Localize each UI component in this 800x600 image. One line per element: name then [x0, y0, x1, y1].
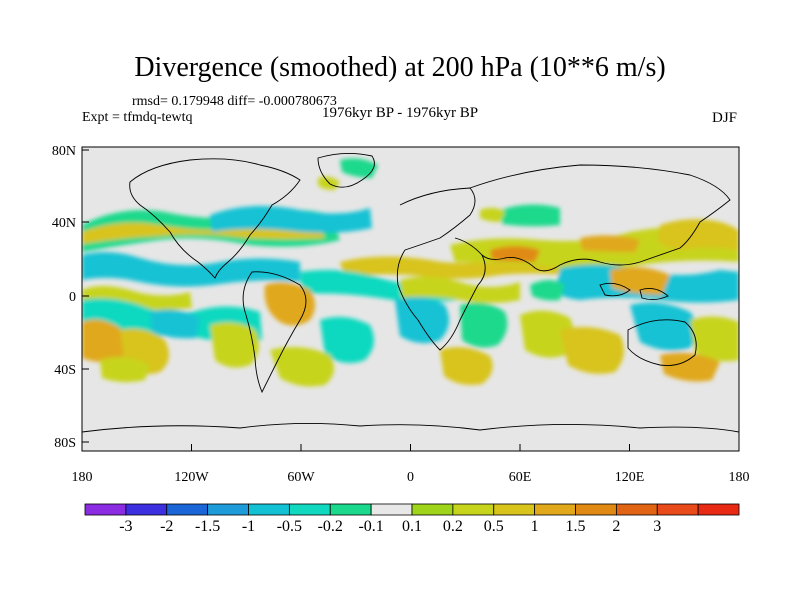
experiment-label: Expt = tfmdq-tewtq [82, 110, 193, 125]
lon-label: 60W [287, 470, 315, 485]
colorbar-label: -3 [119, 518, 133, 535]
lat-label: 80N [52, 144, 76, 159]
field-region [690, 316, 739, 362]
field-region [150, 309, 200, 339]
colorbar-label: -0.5 [276, 518, 303, 535]
colorbar-swatch [534, 503, 576, 516]
lon-label: 0 [407, 470, 414, 485]
field-region [460, 302, 508, 348]
lat-label: 80S [54, 436, 76, 451]
colorbar-label: 0.5 [483, 518, 504, 535]
colorbar-label: -1.5 [194, 518, 221, 535]
field-region [580, 235, 640, 252]
colorbar [84, 503, 740, 516]
field-region [340, 158, 378, 178]
field-region [658, 219, 739, 250]
field-region [440, 347, 493, 385]
colorbar-label: -1 [241, 518, 256, 535]
colorbar-swatch [697, 503, 740, 516]
colorbar-label: 2 [612, 518, 621, 535]
lat-label: 0 [69, 290, 76, 305]
field-region [660, 352, 720, 382]
field-region [210, 206, 372, 233]
colorbar-label: -0.2 [317, 518, 343, 535]
colorbar-label: 1 [530, 518, 539, 535]
lon-label: 120W [174, 470, 209, 485]
field-region [82, 252, 300, 287]
season-label: DJF [712, 110, 738, 126]
field-region [100, 356, 150, 383]
colorbar-label: 0.2 [442, 518, 463, 535]
colorbar-swatch [656, 503, 699, 516]
field-region [530, 280, 565, 301]
colorbar-swatch [370, 503, 413, 516]
colorbar-swatch [493, 503, 536, 516]
lon-label: 180 [72, 470, 93, 485]
period-label: 1976kyr BP - 1976kyr BP [322, 105, 479, 121]
lon-label: 120E [615, 470, 645, 485]
colorbar-swatch [125, 503, 168, 516]
colorbar-label: 0.1 [402, 518, 422, 535]
colorbar-swatch [166, 503, 209, 516]
lon-label: 60E [509, 470, 532, 485]
colorbar-swatch [411, 503, 454, 516]
lat-label: 40S [54, 363, 76, 378]
field-region [560, 326, 624, 374]
colorbar-swatch [207, 503, 249, 516]
colorbar-swatch [575, 503, 617, 516]
field-region [520, 310, 574, 358]
lon-label: 180 [729, 470, 750, 485]
colorbar-label: 1.5 [565, 518, 586, 535]
lat-label: 40N [52, 216, 76, 231]
field-region [400, 276, 520, 303]
field-region [210, 322, 259, 368]
field-region [500, 204, 560, 227]
stats-line: rmsd= 0.179948 diff= -0.000780673 [132, 94, 337, 109]
field-region [395, 296, 449, 344]
field-region [480, 207, 505, 222]
colorbar-label: 3 [653, 518, 662, 535]
field-region [82, 319, 128, 363]
lon-ticks [81, 444, 740, 451]
colorbar-swatch [615, 503, 658, 516]
field-region [320, 316, 374, 364]
field-layer [82, 158, 739, 387]
field-region [490, 246, 540, 262]
colorbar-swatch [329, 503, 372, 516]
field-region [270, 346, 334, 387]
map-title: Divergence (smoothed) at 200 hPa (10**6 … [134, 52, 666, 83]
colorbar-label: -0.1 [358, 518, 384, 535]
colorbar-swatch [288, 503, 331, 516]
coastlines [82, 153, 739, 433]
lat-ticks [82, 149, 89, 443]
colorbar-swatch [452, 503, 495, 516]
field-region [630, 302, 698, 351]
colorbar-label: -2 [160, 518, 174, 535]
colorbar-swatch [84, 503, 127, 516]
field-region [610, 266, 670, 295]
colorbar-swatch [248, 503, 290, 516]
